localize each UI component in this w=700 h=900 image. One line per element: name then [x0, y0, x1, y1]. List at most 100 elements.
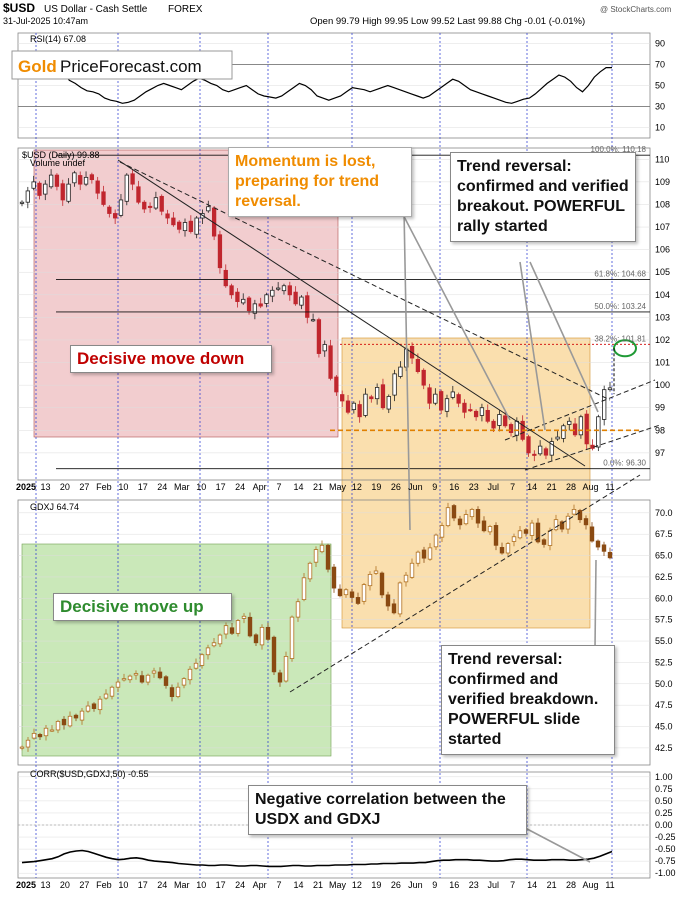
usd-candle [462, 402, 467, 413]
y-tick-label-corr: 1.00 [655, 772, 673, 782]
usd-channel-line [504, 379, 656, 441]
usd-candle [398, 366, 403, 377]
x-tick-label: 9 [432, 880, 437, 890]
x-tick-label: 20 [60, 880, 70, 890]
usd-panel-label: $USD (Daily) 99.88 [22, 150, 100, 160]
gdxj-candle [379, 572, 385, 596]
gdxj-panel-label: GDXJ 64.74 [30, 502, 79, 512]
y-tick-label-usd: 104 [655, 290, 670, 300]
gdxj-candle [217, 634, 223, 645]
usd-candle [561, 425, 566, 439]
y-tick-label-usd: 109 [655, 177, 670, 187]
x-tick-label: 21 [547, 482, 557, 492]
usd-candle [473, 410, 479, 418]
usd-candle [159, 195, 164, 212]
usd-candle [287, 285, 292, 296]
x-tick-label: 20 [60, 482, 70, 492]
callout-decisive-down: Decisive move down [70, 345, 272, 373]
gdxj-candle [343, 589, 349, 596]
y-tick-label-gdxj: 60.0 [655, 593, 673, 603]
gdxj-candle [199, 654, 205, 666]
usd-candle [514, 420, 519, 436]
x-tick-label: Aug [583, 880, 599, 890]
usd-candle [374, 387, 380, 400]
gdxj-candle [211, 642, 217, 647]
x-tick-label: 26 [391, 482, 401, 492]
usd-candle [136, 186, 141, 203]
gdxj-candle [85, 705, 91, 712]
gdxj-candle [283, 656, 289, 682]
usd-candle [95, 180, 100, 194]
y-tick-label-corr: -0.75 [655, 856, 676, 866]
gdxj-candle [469, 509, 475, 518]
x-tick-label: 28 [566, 482, 576, 492]
fib-level-label: 0.0%: 96.30 [603, 459, 646, 468]
gdxj-candle [163, 676, 169, 686]
x-tick-label: 10 [118, 880, 128, 890]
rsi-panel-label: RSI(14) 67.08 [30, 34, 86, 44]
gdxj-candle [481, 520, 487, 532]
gdxj-candle [223, 625, 229, 635]
callout-momentum-lost: Momentum is lost, preparing for trend re… [228, 147, 412, 217]
gdxj-candle [541, 539, 547, 545]
quote-line: Open 99.79 High 99.95 Low 99.52 Last 99.… [310, 16, 585, 27]
x-tick-label: 12 [352, 880, 362, 890]
usd-candle [153, 197, 159, 209]
pointer-momentum-2 [403, 209, 411, 531]
gdxj-candle [91, 703, 97, 709]
usd-candle [456, 394, 461, 404]
usd-candle [322, 344, 327, 352]
usd-candle [206, 206, 211, 212]
usd-candle [48, 174, 54, 188]
usd-candle [305, 295, 310, 318]
usd-candle [369, 396, 374, 400]
x-tick-label: Feb [96, 880, 112, 890]
x-tick-label: 10 [118, 482, 128, 492]
x-tick-label: May [329, 482, 347, 492]
gdxj-candle [229, 627, 235, 634]
gdxj-candle [43, 727, 49, 737]
gdxj-candle [253, 634, 259, 644]
x-tick-label: 7 [277, 482, 282, 492]
x-tick-label: Jul [487, 880, 499, 890]
usd-candle [485, 409, 490, 422]
gdxj-candle [457, 518, 463, 526]
y-tick-label-gdxj: 70.0 [655, 508, 673, 518]
gdxj-candle [169, 687, 175, 698]
x-tick-label: 21 [313, 880, 323, 890]
x-tick-label: 26 [391, 880, 401, 890]
volume-label: Volume undef [30, 158, 86, 168]
x-tick-label: 11 [605, 482, 614, 492]
gdxj-candle [127, 675, 133, 681]
fib-level-label: 61.8%: 104.68 [594, 269, 646, 278]
y-tick-label-corr: -0.50 [655, 844, 676, 854]
gdxj-candle [73, 714, 79, 719]
usd-candle [596, 416, 601, 448]
gdxj-candle [547, 530, 553, 546]
y-tick-label-gdxj: 62.5 [655, 572, 673, 582]
gdxj-candle [151, 670, 157, 674]
x-tick-label: 9 [432, 482, 437, 492]
gdxj-candle [571, 509, 577, 515]
callout-decisive-up: Decisive move up [53, 593, 232, 621]
usd-candle [101, 191, 106, 205]
pointer-trend-up-2 [519, 261, 546, 431]
usd-candle [72, 172, 77, 184]
usd-candle [223, 269, 228, 287]
usd-candle [537, 445, 543, 455]
usd-candle [357, 404, 362, 418]
usd-candle [351, 402, 356, 410]
usd-candle [147, 205, 153, 208]
y-tick-label-usd: 103 [655, 312, 670, 322]
gdxj-candle [319, 544, 325, 553]
gdxj-candle [307, 562, 313, 580]
gdxj-candle [565, 515, 571, 530]
gdxj-candle [499, 547, 505, 554]
corr-panel-label: CORR($USD,GDXJ,50) -0.55 [30, 769, 149, 779]
y-tick-label-usd: 106 [655, 245, 670, 255]
gdxj-candle [55, 721, 61, 731]
x-tick-label: 19 [371, 482, 381, 492]
x-tick-label: 11 [605, 880, 614, 890]
goldpriceforecast-logo: Gold PriceForecast.com [11, 50, 233, 80]
x-tick-label: 16 [449, 482, 459, 492]
